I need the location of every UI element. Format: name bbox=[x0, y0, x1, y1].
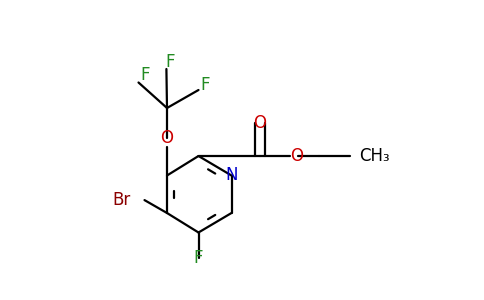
Text: O: O bbox=[254, 114, 267, 132]
Text: O: O bbox=[161, 129, 173, 147]
Text: O: O bbox=[290, 147, 303, 165]
Text: F: F bbox=[166, 53, 175, 71]
Text: F: F bbox=[141, 66, 150, 84]
Text: F: F bbox=[200, 76, 210, 94]
Text: Br: Br bbox=[113, 191, 131, 209]
Text: N: N bbox=[225, 167, 238, 184]
Text: CH₃: CH₃ bbox=[359, 147, 390, 165]
Text: F: F bbox=[194, 249, 203, 267]
